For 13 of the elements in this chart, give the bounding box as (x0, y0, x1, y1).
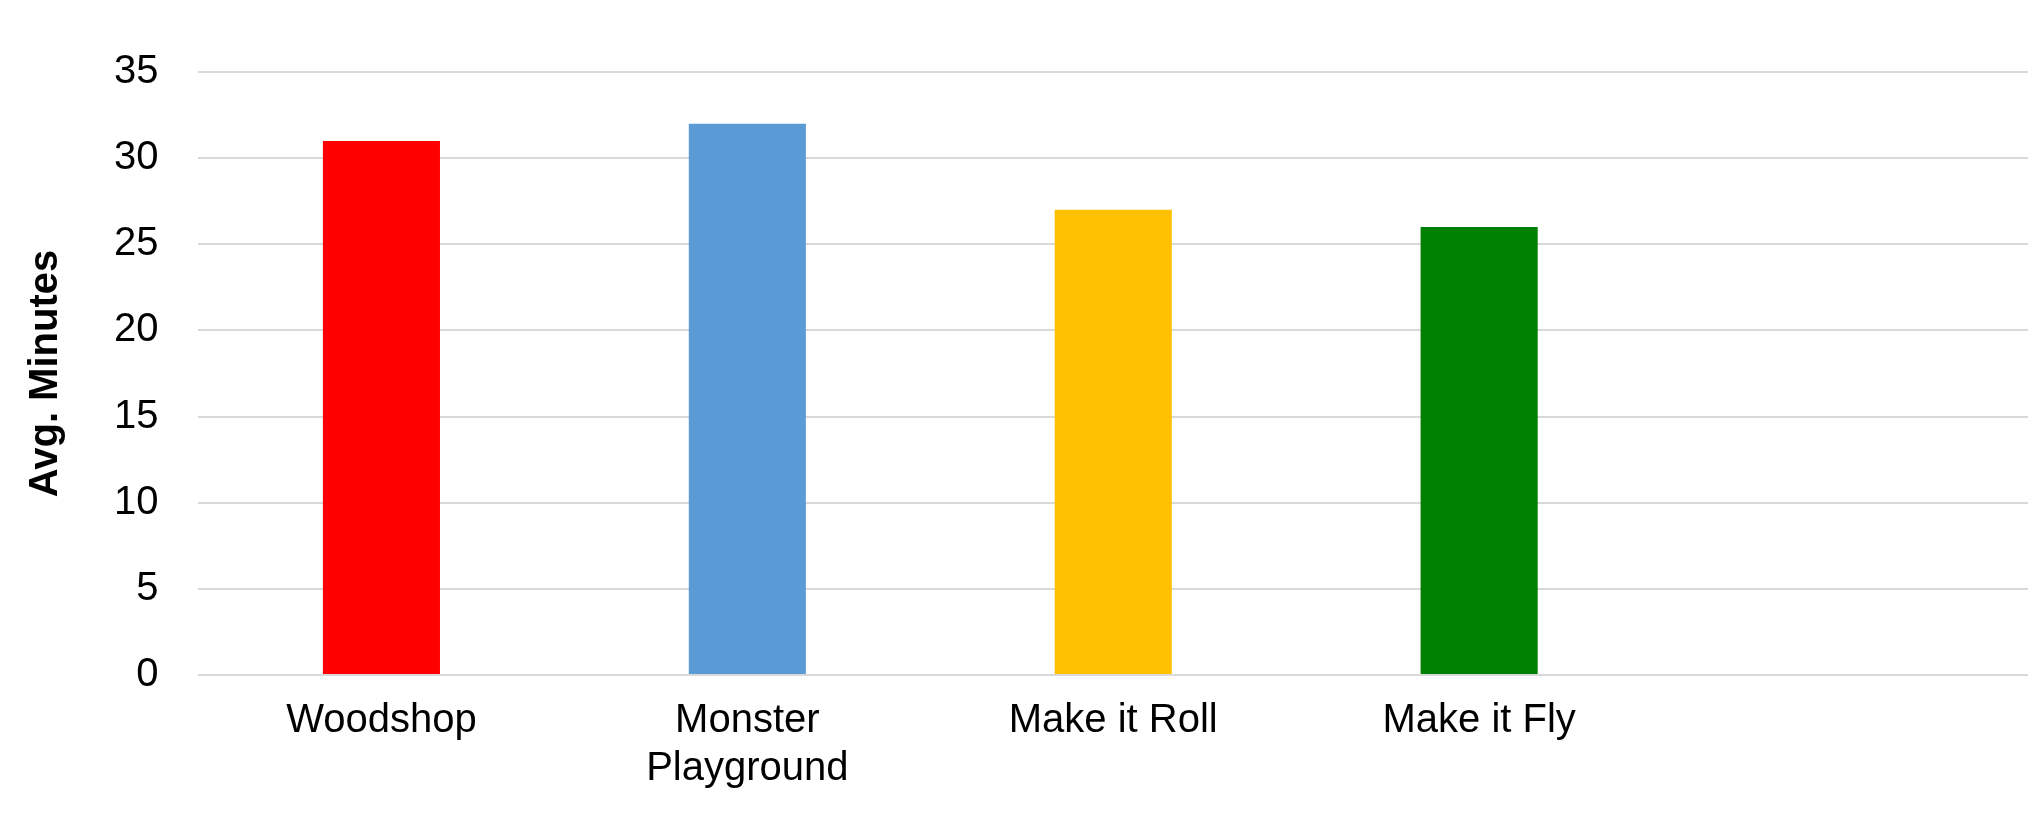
y-tick-label: 0 (136, 650, 159, 695)
y-tick-label: 10 (113, 477, 159, 522)
y-tick-label: 35 (113, 47, 159, 92)
x-tick-label: Monster Playground (646, 696, 849, 789)
y-axis-title: Avg. Minutes (21, 249, 66, 498)
y-tick-label: 30 (113, 133, 159, 178)
x-tick-label: Make it Roll (1008, 696, 1218, 741)
y-tick-label: 15 (113, 391, 159, 436)
y-tick-label: 5 (136, 563, 159, 608)
y-tick-label: 25 (113, 219, 159, 264)
y-tick-label: 20 (113, 305, 159, 350)
x-tick-label: Woodshop (286, 696, 477, 741)
x-tick-label: Make it Fly (1382, 696, 1576, 741)
